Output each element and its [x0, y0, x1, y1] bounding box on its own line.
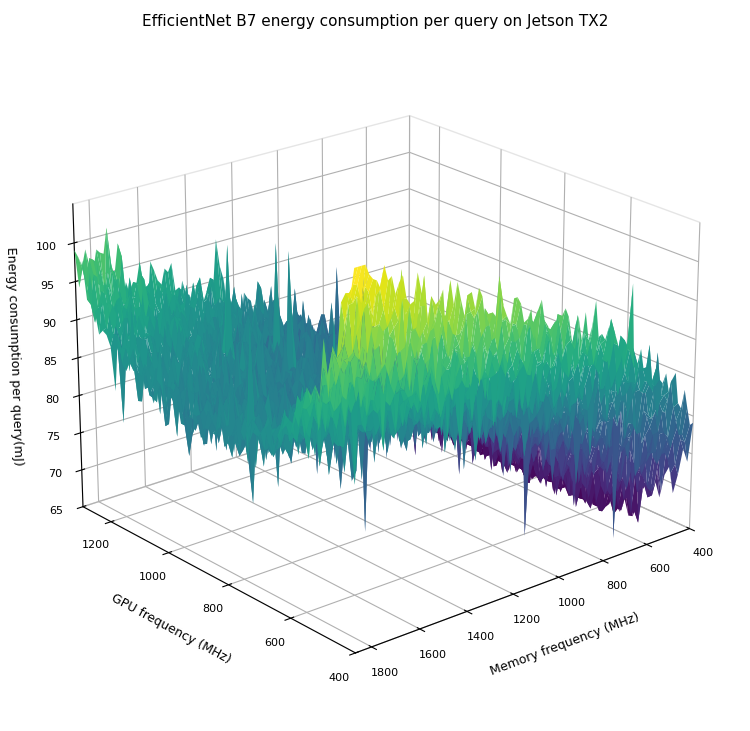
Title: EfficientNet B7 energy consumption per query on Jetson TX2: EfficientNet B7 energy consumption per q… — [142, 14, 608, 29]
Y-axis label: GPU frequency (MHz): GPU frequency (MHz) — [109, 591, 232, 666]
X-axis label: Memory frequency (MHz): Memory frequency (MHz) — [488, 610, 641, 678]
